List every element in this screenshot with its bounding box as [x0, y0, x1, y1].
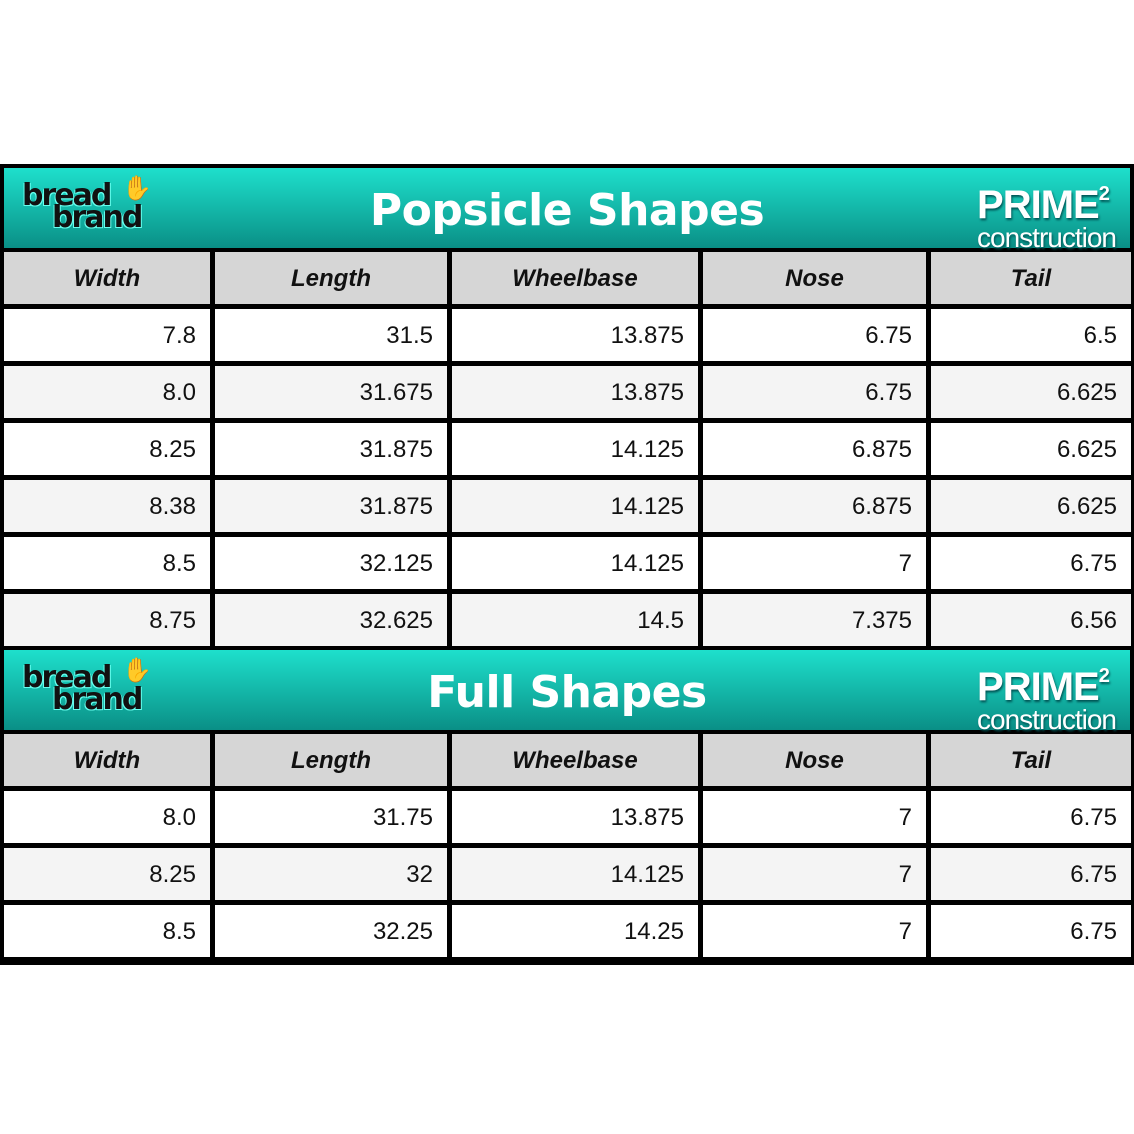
column-header: Wheelbase — [452, 252, 698, 304]
section-banner: bread brand ✋ Full Shapes PRIME2 constru… — [4, 650, 1130, 735]
table-cell: 6.75 — [931, 848, 1131, 900]
table-cell: 13.875 — [452, 309, 698, 361]
table-cell: 7 — [703, 848, 926, 900]
table-cell: 32.625 — [215, 594, 447, 646]
column-header: Length — [215, 734, 447, 786]
column-header: Width — [4, 734, 210, 786]
hand-eye-icon: ✋ — [122, 175, 152, 202]
logo-word-bread: bread — [22, 178, 112, 213]
table-cell: 8.25 — [4, 848, 210, 900]
table-cell: 7 — [703, 905, 926, 957]
table-cell: 6.75 — [931, 791, 1131, 843]
table-cell: 8.38 — [4, 480, 210, 532]
table-cell: 14.125 — [452, 423, 698, 475]
table-cell: 8.5 — [4, 537, 210, 589]
size-chart: bread brand ✋ Popsicle Shapes PRIME2 con… — [0, 164, 1134, 965]
table-cell: 6.875 — [703, 423, 926, 475]
table-cell: 7.8 — [4, 309, 210, 361]
prime-text: PRIME — [977, 665, 1100, 709]
table-cell: 8.5 — [4, 905, 210, 957]
column-header: Wheelbase — [452, 734, 698, 786]
table-cell: 6.75 — [703, 309, 926, 361]
construction-text: construction — [977, 704, 1117, 735]
table-cell: 8.0 — [4, 791, 210, 843]
table-cell: 31.675 — [215, 366, 447, 418]
prime-text: PRIME — [977, 183, 1100, 227]
table-cell: 6.75 — [931, 537, 1131, 589]
table-cell: 14.5 — [452, 594, 698, 646]
table-cell: 6.625 — [931, 480, 1131, 532]
prime-superscript: 2 — [1098, 183, 1110, 205]
table-cell: 31.875 — [215, 480, 447, 532]
prime-construction-logo: PRIME2 construction — [977, 174, 1117, 253]
table-cell: 7 — [703, 537, 926, 589]
table-cell: 31.75 — [215, 791, 447, 843]
column-header: Nose — [703, 252, 926, 304]
table-cell: 14.125 — [452, 537, 698, 589]
table-cell: 32 — [215, 848, 447, 900]
construction-text: construction — [977, 222, 1117, 253]
table-cell: 7 — [703, 791, 926, 843]
table-cell: 32.25 — [215, 905, 447, 957]
logo-word-brand: brand — [52, 200, 143, 235]
spec-table: Width Length Wheelbase Nose Tail 8.0 31.75 13.8… — [4, 734, 1131, 957]
table-cell: 13.875 — [452, 791, 698, 843]
table-cell: 6.56 — [931, 594, 1131, 646]
column-header: Tail — [931, 734, 1131, 786]
prime-superscript: 2 — [1098, 665, 1110, 687]
table-cell: 6.625 — [931, 366, 1131, 418]
table-cell: 31.5 — [215, 309, 447, 361]
logo-word-brand: brand — [52, 682, 143, 717]
table-cell: 8.0 — [4, 366, 210, 418]
column-header: Nose — [703, 734, 926, 786]
spec-table: Width Length Wheelbase Nose Tail 7.8 31.5 13.87… — [4, 252, 1131, 646]
table-cell: 14.125 — [452, 480, 698, 532]
column-header: Tail — [931, 252, 1131, 304]
table-cell: 14.25 — [452, 905, 698, 957]
table-cell: 31.875 — [215, 423, 447, 475]
bread-brand-logo: bread brand ✋ — [22, 657, 162, 722]
column-header: Width — [4, 252, 210, 304]
table-cell: 6.875 — [703, 480, 926, 532]
table-cell: 6.625 — [931, 423, 1131, 475]
table-cell: 6.5 — [931, 309, 1131, 361]
table-cell: 6.75 — [703, 366, 926, 418]
table-cell: 8.75 — [4, 594, 210, 646]
table-cell: 32.125 — [215, 537, 447, 589]
table-cell: 8.25 — [4, 423, 210, 475]
table-cell: 14.125 — [452, 848, 698, 900]
section-title: Full Shapes — [427, 667, 707, 718]
table-cell: 6.75 — [931, 905, 1131, 957]
bread-brand-logo: bread brand ✋ — [22, 175, 162, 240]
section-banner: bread brand ✋ Popsicle Shapes PRIME2 con… — [4, 168, 1130, 253]
hand-eye-icon: ✋ — [122, 657, 152, 684]
table-cell: 7.375 — [703, 594, 926, 646]
logo-word-bread: bread — [22, 660, 112, 695]
table-cell: 13.875 — [452, 366, 698, 418]
prime-construction-logo: PRIME2 construction — [977, 656, 1117, 735]
column-header: Length — [215, 252, 447, 304]
section-title: Popsicle Shapes — [369, 185, 765, 236]
